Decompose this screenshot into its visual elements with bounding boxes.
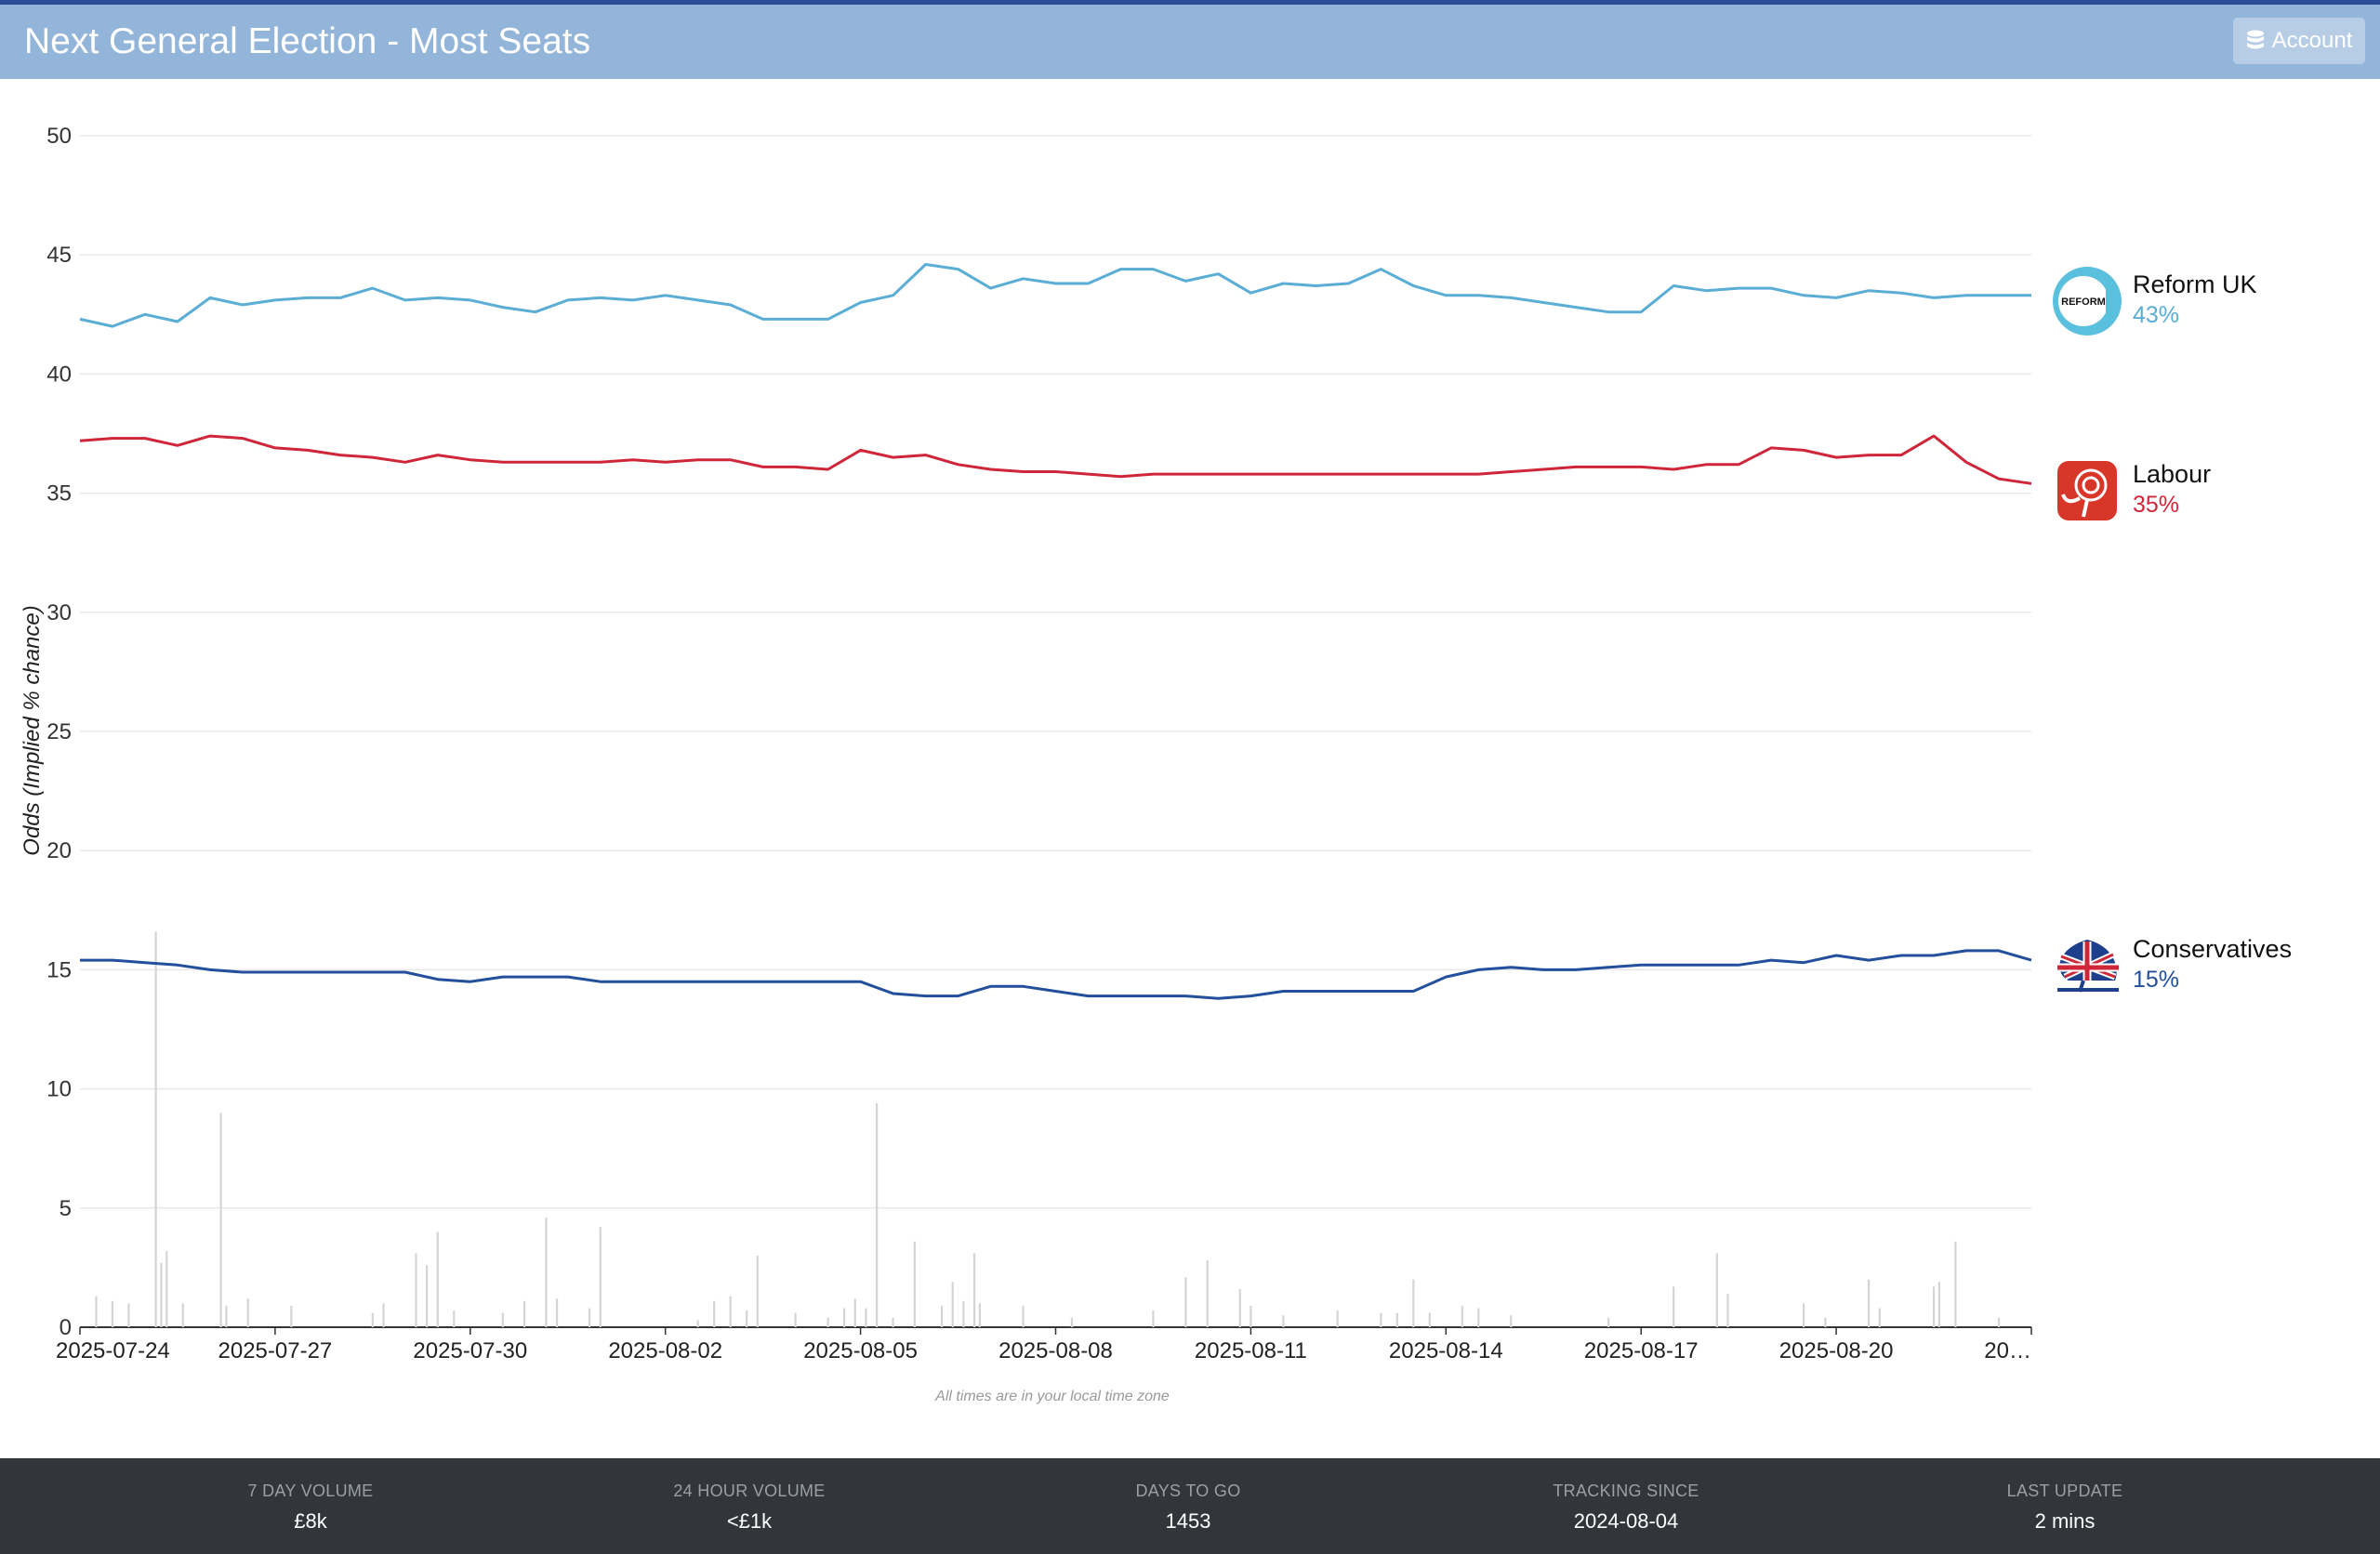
legend-series-name: Conservatives (2133, 935, 2292, 963)
timezone-note: All times are in your local time zone (934, 1389, 1170, 1404)
stat-label: 7 DAY VOLUME (247, 1482, 374, 1500)
reform-logo-text: REFORM (2061, 296, 2106, 308)
legend-item-reform-uk[interactable]: REFORM Reform UK 43% (2053, 267, 2257, 336)
y-tick-label: 35 (46, 481, 72, 507)
page-title: Next General Election - Most Seats (24, 21, 591, 61)
y-axis-label: Odds (Implied % chance) (20, 605, 45, 855)
stat-tracking-since: TRACKING SINCE 2024-08-04 (1440, 1458, 1812, 1554)
stat-label: TRACKING SINCE (1553, 1482, 1699, 1500)
y-tick-label: 10 (46, 1077, 72, 1102)
stat-value: 2024-08-04 (1573, 1509, 1679, 1533)
stat-7-day-volume: 7 DAY VOLUME £8k (125, 1458, 496, 1554)
labour-rose-logo (2057, 461, 2117, 520)
y-tick-label: 25 (46, 719, 72, 744)
stat-label: LAST UPDATE (2006, 1482, 2123, 1500)
x-tick-label: 2025-08-17 (1584, 1338, 1699, 1363)
top-accent-strip (0, 0, 2380, 5)
volume-bars (95, 931, 2001, 1327)
x-tick-label: 2025-07-24 (56, 1338, 170, 1363)
y-tick-label: 5 (60, 1196, 72, 1221)
stat-label: DAYS TO GO (1135, 1482, 1241, 1500)
series-line-conservatives[interactable] (80, 949, 2032, 1000)
legend-series-value: 35% (2133, 492, 2179, 518)
x-tick-label: 2025-07-30 (413, 1338, 527, 1363)
series-line-reform-uk[interactable] (79, 263, 2031, 328)
stat-last-update: LAST UPDATE 2 mins (1879, 1458, 2251, 1554)
legend-series-value: 43% (2133, 302, 2179, 328)
page-header: Next General Election - Most Seats Accou… (0, 5, 2380, 79)
x-tick-label: 2025-08-11 (1195, 1338, 1307, 1363)
conservatives-tree-logo (2057, 940, 2119, 993)
series-line-labour[interactable] (79, 434, 2032, 485)
x-tick-label: 2025-08-20 (1779, 1338, 1894, 1363)
series-lines (79, 263, 2032, 1000)
legend-series-value: 15% (2133, 967, 2179, 993)
stat-value: £8k (294, 1509, 327, 1533)
y-tick-label: 30 (46, 600, 72, 626)
x-tick-label: 2025-08-02 (608, 1338, 722, 1363)
account-button[interactable]: Account (2233, 18, 2365, 64)
series-legend: REFORM Reform UK 43% Labour 35% Conservatives… (2053, 267, 2292, 993)
x-tick-label: 2025-07-27 (218, 1338, 333, 1363)
legend-series-name: Reform UK (2133, 270, 2257, 298)
x-tick-label: 2025-08-14 (1389, 1338, 1503, 1363)
stat-24-hour-volume: 24 HOUR VOLUME <£1k (563, 1458, 935, 1554)
y-tick-label: 20 (46, 838, 72, 863)
database-icon (2246, 30, 2264, 49)
legend-item-labour[interactable]: Labour 35% (2057, 460, 2211, 520)
y-tick-label: 40 (46, 362, 72, 387)
legend-item-conservatives[interactable]: Conservatives 15% (2057, 935, 2292, 993)
stat-value: 1453 (1165, 1509, 1211, 1533)
stat-value: <£1k (726, 1509, 773, 1533)
y-tick-labels: 0 5 10 15 20 25 30 35 40 45 50 (46, 124, 72, 1340)
stat-days-to-go: DAYS TO GO 1453 (1002, 1458, 1374, 1554)
x-tick-label: 20… (1984, 1338, 2031, 1363)
chart-grid (80, 135, 2031, 1328)
y-tick-label: 15 (46, 957, 72, 982)
x-tick-label: 2025-08-08 (998, 1338, 1113, 1363)
account-label: Account (2271, 28, 2353, 53)
x-tick-labels: 2025-07-24 2025-07-27 2025-07-30 2025-08-02… (56, 1327, 2032, 1363)
reform-uk-logo: REFORM (2053, 267, 2122, 336)
y-tick-label: 50 (46, 124, 72, 149)
y-tick-label: 45 (46, 243, 72, 268)
stat-label: 24 HOUR VOLUME (673, 1482, 826, 1500)
y-tick-label: 0 (60, 1315, 72, 1340)
stat-value: 2 mins (2034, 1509, 2096, 1533)
stats-footer: 7 DAY VOLUME £8k 24 HOUR VOLUME <£1k DAY… (0, 1458, 2380, 1554)
legend-series-name: Labour (2133, 460, 2211, 488)
x-tick-label: 2025-08-05 (803, 1338, 918, 1363)
